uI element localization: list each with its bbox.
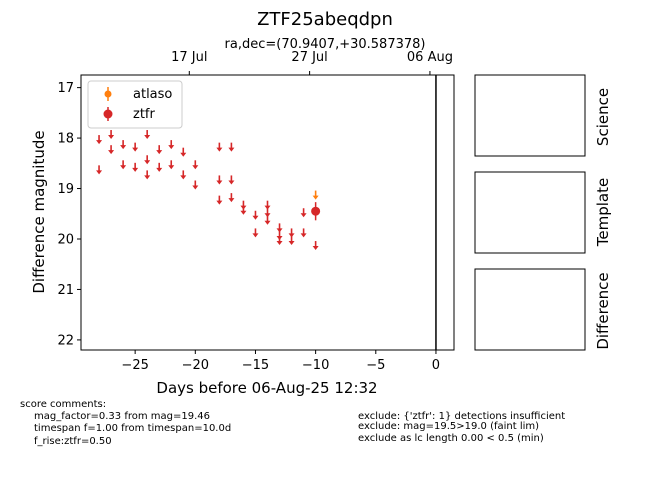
top-tick-label: 17 Jul [171,50,207,65]
template-image-frame [474,171,586,254]
chart-title: ZTF25abeqdpn [257,9,393,30]
x-tick-label: −25 [121,358,148,373]
upper-limit-marker-ztfr [132,142,139,152]
upper-limit-marker-ztfr [168,160,175,170]
upper-limit-marker-ztfr [264,208,271,218]
x-tick-label: −15 [242,358,269,373]
y-tick-label: 17 [57,81,74,96]
y-tick-label: 20 [57,232,74,247]
y-tick-label: 21 [57,283,74,298]
upper-limit-marker-ztfr [108,145,115,155]
exclude-comment-line: exclude: mag=19.5>19.0 (faint lim) [358,421,540,432]
upper-limit-marker-atlaso [312,190,319,200]
upper-limit-marker-ztfr [156,145,163,155]
upper-limit-marker-ztfr [300,228,307,238]
legend-label-atlaso: atlaso [133,87,172,102]
x-tick-label: 0 [432,358,440,373]
plot-frame [80,74,455,351]
science-image-frame [474,74,586,157]
difference-label: Difference [594,272,612,349]
upper-limit-marker-ztfr [144,130,151,140]
x-tick-label: −5 [366,358,385,373]
upper-limit-marker-ztfr [252,228,259,238]
upper-limit-marker-ztfr [288,228,295,238]
exclude-comment-line: exclude: {'ztfr': 1} detections insuffic… [358,411,566,422]
upper-limit-marker-ztfr [228,193,235,203]
upper-limit-marker-ztfr [216,175,223,185]
chart-subtitle: ra,dec=(70.9407,+30.587378) [225,37,426,52]
score-comment-line: f_rise:ztfr=0.50 [34,436,112,447]
upper-limit-marker-ztfr [96,135,103,145]
x-tick-label: −10 [302,358,329,373]
top-tick-label: 27 Jul [291,50,327,65]
upper-limit-marker-ztfr [192,160,199,170]
upper-limit-marker-ztfr [264,200,271,210]
difference-image-frame [474,268,586,351]
upper-limit-marker-ztfr [192,180,199,190]
science-label: Science [594,88,612,146]
upper-limit-marker-ztfr [180,170,187,180]
score-comments-header: score comments: [20,399,107,410]
exclude-comment-line: exclude as lc length 0.00 < 0.5 (min) [358,433,544,444]
upper-limit-marker-ztfr [96,165,103,175]
difference-panel: Difference [474,268,612,351]
upper-limit-marker-ztfr [252,210,259,220]
template-panel: Template [474,171,612,254]
upper-limit-marker-ztfr [144,155,151,165]
x-tick-label: −20 [182,358,209,373]
detection-point-ztfr [311,202,321,221]
upper-limit-marker-ztfr [228,142,235,152]
y-tick-label: 18 [57,132,74,147]
legend-marker-ztfr [103,107,113,121]
x-axis-label: Days before 06-Aug-25 12:32 [156,379,377,397]
plot-area: −25 −20 −15 −10 −5 0 17 18 19 20 21 22 17 Jul 27 Jul 0… [57,50,453,373]
upper-limit-marker-ztfr [288,235,295,245]
legend-label-ztfr: ztfr [133,107,155,122]
upper-limit-marker-ztfr [120,140,127,150]
upper-limit-marker-ztfr [276,223,283,233]
y-tick-label: 19 [57,182,74,197]
upper-limit-marker-ztfr [216,195,223,205]
upper-limit-marker-ztfr [264,215,271,225]
upper-limit-marker-ztfr [180,147,187,157]
upper-limit-marker-ztfr [216,142,223,152]
legend: atlaso ztfr [87,80,183,129]
upper-limit-marker-ztfr [132,162,139,172]
upper-limit-marker-ztfr [120,160,127,170]
upper-limit-marker-ztfr [108,130,115,140]
y-axis-label: Difference magnitude [30,130,48,293]
upper-limit-marker-ztfr [240,205,247,215]
legend-marker-atlaso [104,87,112,101]
upper-limit-marker-ztfr [312,241,319,251]
top-tick-label: 06 Aug [407,50,453,65]
upper-limit-marker-ztfr [168,140,175,150]
score-comment-line: timespan f=1.00 from timespan=10.0d [34,423,232,434]
upper-limit-marker-ztfr [300,208,307,218]
y-tick-label: 22 [57,333,74,348]
science-panel: Science [474,74,612,157]
upper-limit-marker-ztfr [276,235,283,245]
template-label: Template [594,178,612,247]
upper-limit-marker-ztfr [228,175,235,185]
upper-limit-marker-ztfr [144,170,151,180]
upper-limit-marker-ztfr [156,162,163,172]
score-comment-line: mag_factor=0.33 from mag=19.46 [34,411,211,422]
